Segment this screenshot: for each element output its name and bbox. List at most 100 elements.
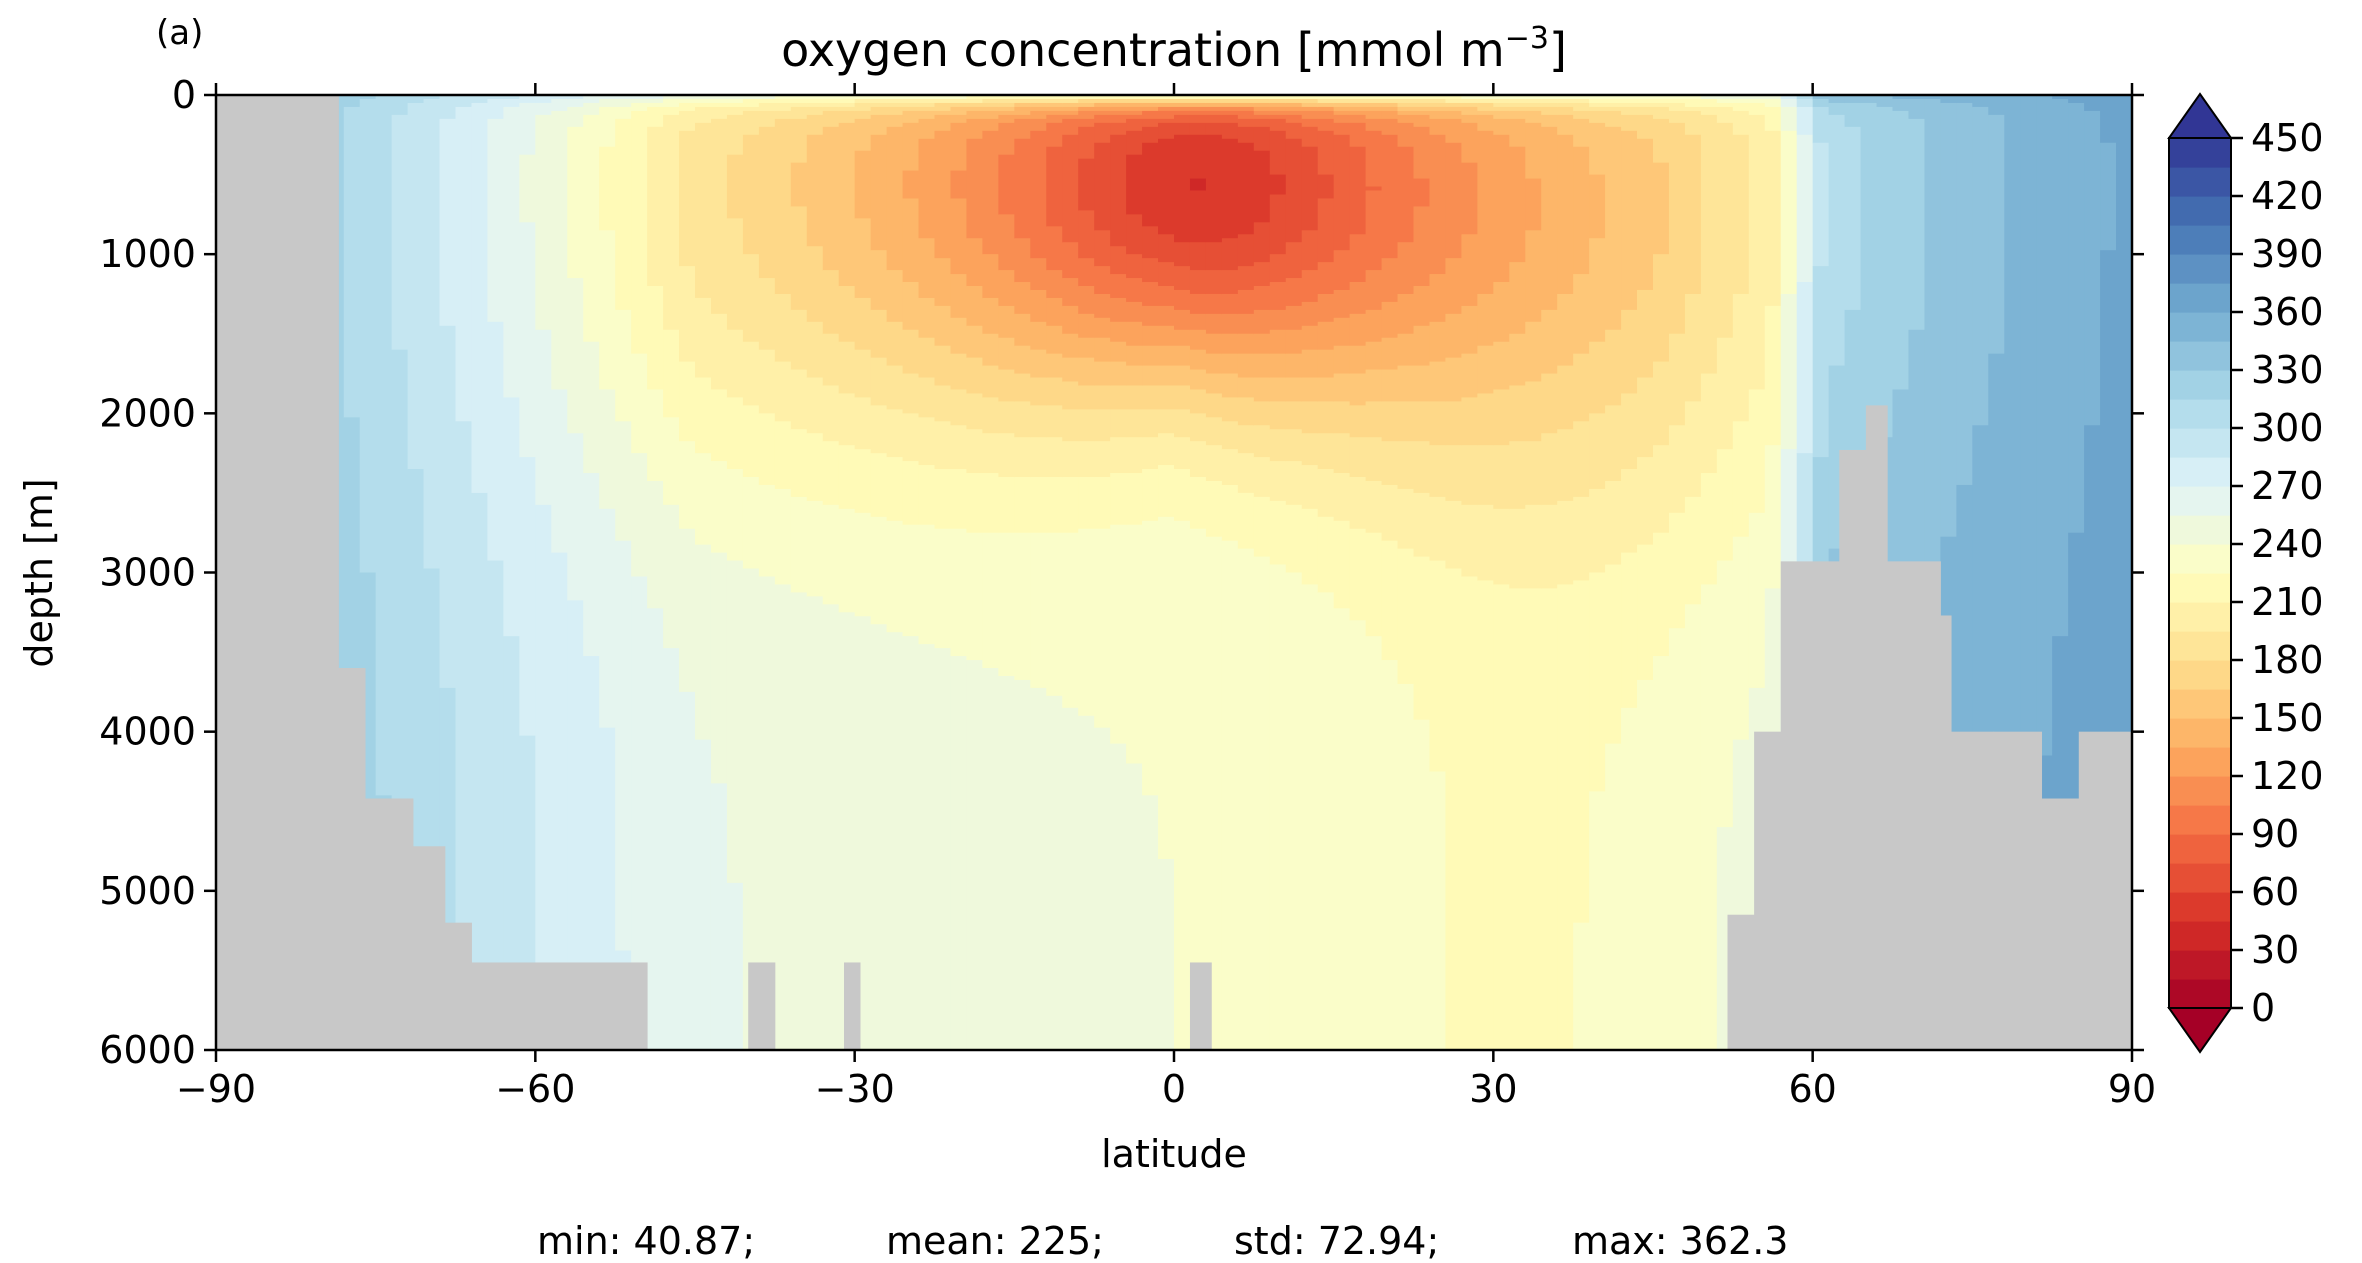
- chart-title-superscript: −3: [1505, 21, 1549, 56]
- y-tick-label: 6000: [99, 1028, 196, 1072]
- field-cell: [1429, 401, 1447, 446]
- field-cell: [695, 544, 712, 741]
- field-cell: [1493, 134, 1510, 283]
- field-cell: [1253, 118, 1271, 128]
- field-cell: [1956, 95, 1973, 104]
- field-cell: [567, 433, 584, 601]
- field-cell: [1030, 102, 1047, 108]
- field-cell: [439, 118, 457, 327]
- field-cell: [1046, 377, 1063, 406]
- field-cell: [1493, 110, 1510, 120]
- field-cell: [918, 106, 936, 112]
- field-cell: [695, 297, 712, 379]
- land-mask-block: [444, 922, 472, 1050]
- field-cell: [982, 106, 999, 112]
- field-cell: [631, 453, 648, 578]
- colorbar-tick-label: 390: [2251, 232, 2324, 276]
- field-cell: [1269, 282, 1287, 311]
- field-cell: [1158, 106, 1175, 112]
- field-cell: [1030, 532, 1047, 689]
- field-cell: [1078, 95, 1095, 100]
- colorbar-level: [2169, 979, 2231, 1009]
- field-cell: [1030, 110, 1047, 120]
- field-cell: [1221, 421, 1239, 450]
- field-cell: [1237, 548, 1255, 1050]
- field-cell: [982, 433, 999, 474]
- field-cell: [1477, 130, 1494, 295]
- field-cell: [1413, 325, 1431, 367]
- field-cell: [647, 102, 664, 108]
- field-cell: [950, 114, 968, 124]
- field-cell: [583, 95, 600, 104]
- field-cell: [631, 95, 648, 100]
- field-cell: [1429, 560, 1447, 773]
- field-cell: [1381, 369, 1399, 402]
- field-cell: [1908, 118, 1926, 331]
- field-cell: [2084, 95, 2101, 112]
- colorbar-tick-label: 420: [2251, 174, 2324, 218]
- field-cell: [1062, 477, 1079, 534]
- field-cell: [1349, 373, 1367, 406]
- field-cell: [1684, 401, 1702, 498]
- field-cell: [1668, 95, 1686, 100]
- field-cell: [679, 102, 696, 112]
- field-cell: [1541, 504, 1558, 590]
- field-cell: [1014, 114, 1031, 120]
- field-cell: [1429, 496, 1447, 562]
- field-cell: [1189, 110, 1207, 116]
- field-cell: [1365, 341, 1383, 371]
- field-cell: [1812, 106, 1830, 144]
- field-cell: [950, 170, 968, 200]
- field-cell: [1605, 110, 1622, 128]
- field-cell: [1397, 365, 1415, 402]
- field-cell: [1445, 445, 1462, 502]
- field-cell: [1445, 102, 1462, 108]
- field-cell: [1653, 532, 1670, 657]
- field-cell: [710, 106, 728, 120]
- field-cell: [1397, 122, 1415, 148]
- field-cell: [1381, 98, 1399, 104]
- field-cell: [1668, 110, 1686, 124]
- field-cell: [1253, 353, 1271, 379]
- field-cell: [902, 413, 920, 462]
- colorbar-level: [2169, 399, 2231, 429]
- field-cell: [1158, 365, 1175, 387]
- field-cell: [1381, 337, 1399, 371]
- field-cell: [1541, 106, 1558, 116]
- field-cell: [1477, 114, 1494, 132]
- field-cell: [1158, 138, 1175, 235]
- field-cell: [1142, 437, 1159, 470]
- field-cell: [822, 110, 840, 128]
- field-cell: [1493, 106, 1510, 112]
- field-cell: [1381, 102, 1399, 108]
- field-cell: [1365, 106, 1383, 112]
- field-cell: [1046, 695, 1063, 1050]
- field-cell: [1748, 95, 1766, 100]
- field-cell: [1078, 528, 1095, 717]
- field-cell: [726, 102, 744, 108]
- field-cell: [567, 98, 584, 108]
- field-cell: [1349, 234, 1367, 283]
- field-cell: [1764, 305, 1782, 446]
- field-cell: [902, 282, 920, 331]
- y-tick-label: 4000: [99, 710, 196, 754]
- x-tick-label: 90: [2108, 1067, 2156, 1111]
- field-cell: [1030, 118, 1047, 132]
- field-cell: [806, 246, 824, 323]
- field-cell: [1700, 114, 1718, 375]
- field-cell: [1413, 401, 1431, 442]
- field-cell: [886, 632, 904, 1050]
- field-cell: [1078, 337, 1095, 359]
- field-cell: [982, 473, 999, 534]
- field-cell: [1062, 381, 1079, 410]
- field-cell: [1205, 333, 1223, 355]
- field-cell: [1237, 95, 1255, 100]
- field-cell: [790, 206, 808, 311]
- field-cell: [1525, 95, 1542, 100]
- field-cell: [934, 469, 952, 530]
- field-cell: [679, 266, 696, 363]
- field-cell: [966, 98, 983, 104]
- field-cell: [1621, 130, 1638, 311]
- field-cell: [1557, 134, 1574, 295]
- field-cell: [1158, 118, 1175, 124]
